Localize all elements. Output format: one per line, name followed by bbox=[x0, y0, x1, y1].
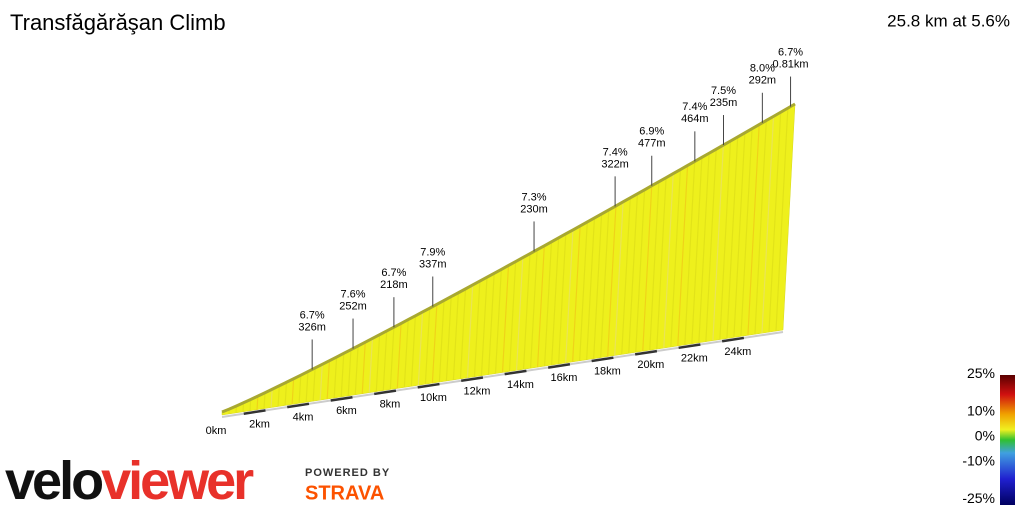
x-tick-label: 0km bbox=[206, 425, 227, 437]
logo: veloviewer bbox=[5, 451, 254, 511]
x-tick-label: 18km bbox=[594, 366, 621, 378]
annotation-length: 235m bbox=[710, 97, 738, 109]
annotation-length: 464m bbox=[681, 113, 709, 125]
x-tick-label: 20km bbox=[637, 359, 664, 371]
annotation-length: 477m bbox=[638, 138, 666, 150]
annotation-grade: 6.7% bbox=[300, 309, 325, 321]
annotation-length: 326m bbox=[298, 321, 326, 333]
annotation-grade: 6.9% bbox=[639, 126, 664, 138]
colorbar-label: -10% bbox=[962, 453, 995, 469]
annotation-grade: 7.6% bbox=[340, 288, 365, 300]
colorbar-label: 10% bbox=[967, 403, 995, 419]
annotation-grade: 7.4% bbox=[603, 146, 628, 158]
x-tick-label: 16km bbox=[550, 372, 577, 384]
strava: STRAVA bbox=[305, 482, 384, 504]
profile-stripe bbox=[257, 396, 258, 410]
annotation-length: 252m bbox=[339, 300, 367, 312]
colorbar bbox=[1000, 375, 1015, 505]
annotation-grade: 7.9% bbox=[420, 246, 445, 258]
x-tick-label: 12km bbox=[463, 385, 490, 397]
annotation-length: 292m bbox=[749, 75, 777, 87]
profile: 0km 2km 4km 6km 8km 10km 12km 14km 16km 18km 20km 2… bbox=[206, 46, 809, 436]
annotation-grade: 7.5% bbox=[711, 85, 736, 97]
annotation-length: 337m bbox=[419, 258, 447, 270]
profile-surface bbox=[222, 104, 795, 415]
annotation-grade: 8.0% bbox=[750, 63, 775, 75]
x-tick-label: 10km bbox=[420, 392, 447, 404]
x-tick-label: 8km bbox=[380, 399, 401, 411]
annotation-length: 322m bbox=[601, 158, 629, 170]
colorbar-label: 25% bbox=[967, 365, 995, 381]
x-tick-label: 24km bbox=[724, 346, 751, 358]
colorbar-label: -25% bbox=[962, 490, 995, 506]
annotation-length: 0.81km bbox=[773, 58, 809, 70]
x-tick-label: 4km bbox=[293, 412, 314, 424]
annotation-grade: 6.7% bbox=[778, 46, 803, 58]
annotation-length: 230m bbox=[520, 203, 548, 215]
annotation-length: 218m bbox=[380, 279, 408, 291]
annotation-grade: 6.7% bbox=[381, 267, 406, 279]
chart-title: Transfăgărăşan Climb bbox=[10, 10, 226, 35]
powered-by: POWERED BY bbox=[305, 467, 390, 479]
x-tick-label: 2km bbox=[249, 418, 270, 430]
x-tick-label: 22km bbox=[681, 352, 708, 364]
colorbar-label: 0% bbox=[975, 428, 995, 444]
annotation-grade: 7.3% bbox=[522, 191, 547, 203]
chart-subtitle: 25.8 km at 5.6% bbox=[887, 11, 1010, 30]
x-tick-label: 14km bbox=[507, 379, 534, 391]
x-tick-label: 6km bbox=[336, 405, 357, 417]
annotation-grade: 7.4% bbox=[682, 101, 707, 113]
